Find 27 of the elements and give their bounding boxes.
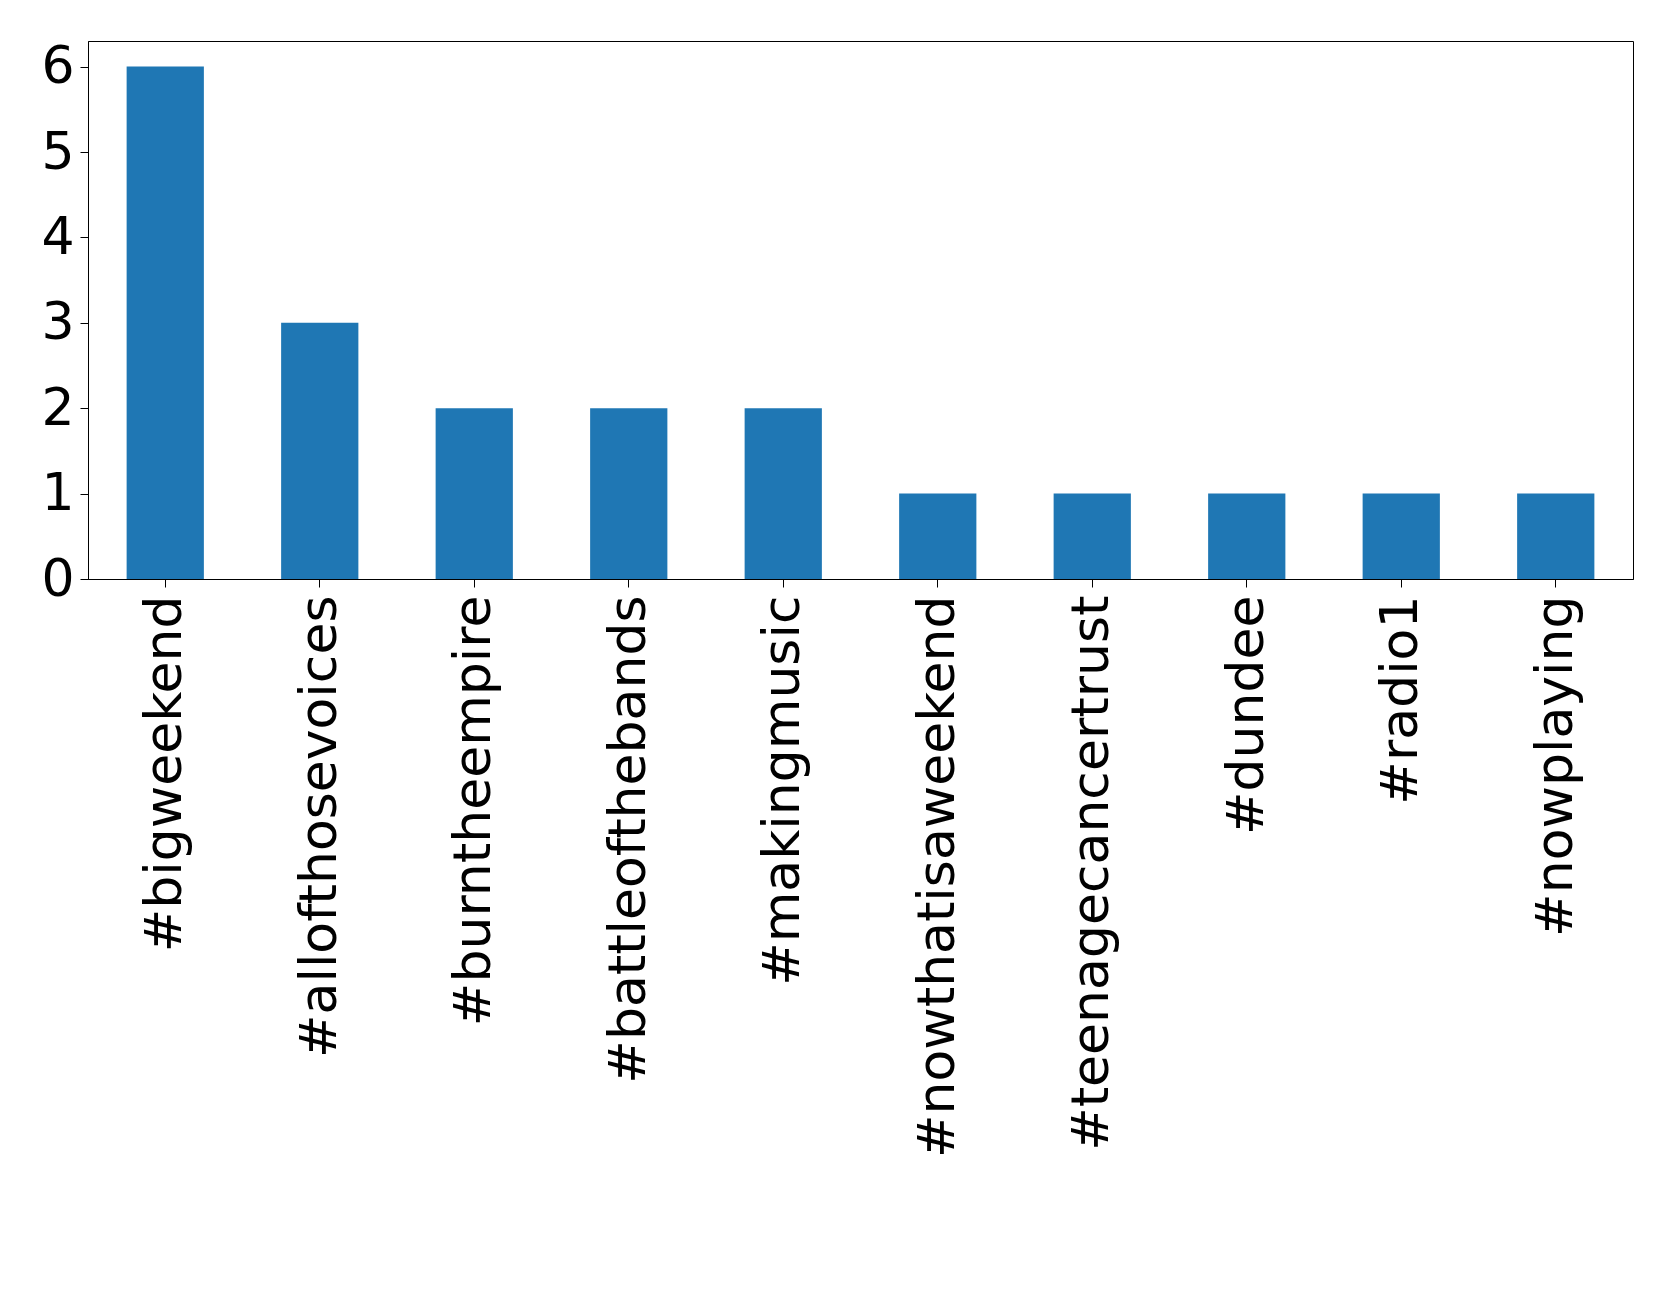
x-tick-label: #dundee xyxy=(1214,595,1275,835)
y-tick-label: 2 xyxy=(41,376,75,437)
bar xyxy=(1362,493,1440,579)
bar xyxy=(899,493,977,579)
y-tick-label: 5 xyxy=(41,120,75,181)
bar xyxy=(744,408,822,579)
bar xyxy=(281,322,359,579)
x-tick-label: #bigweekend xyxy=(133,595,194,953)
y-tick-label: 6 xyxy=(41,35,75,96)
bar xyxy=(1053,493,1131,579)
x-tick-label: #nowplaying xyxy=(1523,595,1584,937)
bar xyxy=(126,66,204,579)
y-tick-label: 4 xyxy=(41,205,75,266)
y-tick-label: 1 xyxy=(41,462,75,523)
x-tick-label: #battleofthebands xyxy=(596,595,657,1084)
bar xyxy=(1208,493,1286,579)
y-tick-label: 0 xyxy=(41,547,75,608)
bar xyxy=(1517,493,1595,579)
y-tick-label: 3 xyxy=(41,291,75,352)
bar xyxy=(590,408,668,579)
x-tick-label: #teenagecancertrust xyxy=(1060,595,1121,1151)
bar xyxy=(435,408,513,579)
x-tick-label: #burntheempire xyxy=(442,595,503,1027)
x-tick-label: #radio1 xyxy=(1369,595,1430,805)
x-tick-label: #makingmusic xyxy=(751,595,812,986)
x-tick-label: #allofthosevoices xyxy=(287,595,348,1058)
x-tick-label: #nowthatisaweekend xyxy=(905,595,966,1159)
